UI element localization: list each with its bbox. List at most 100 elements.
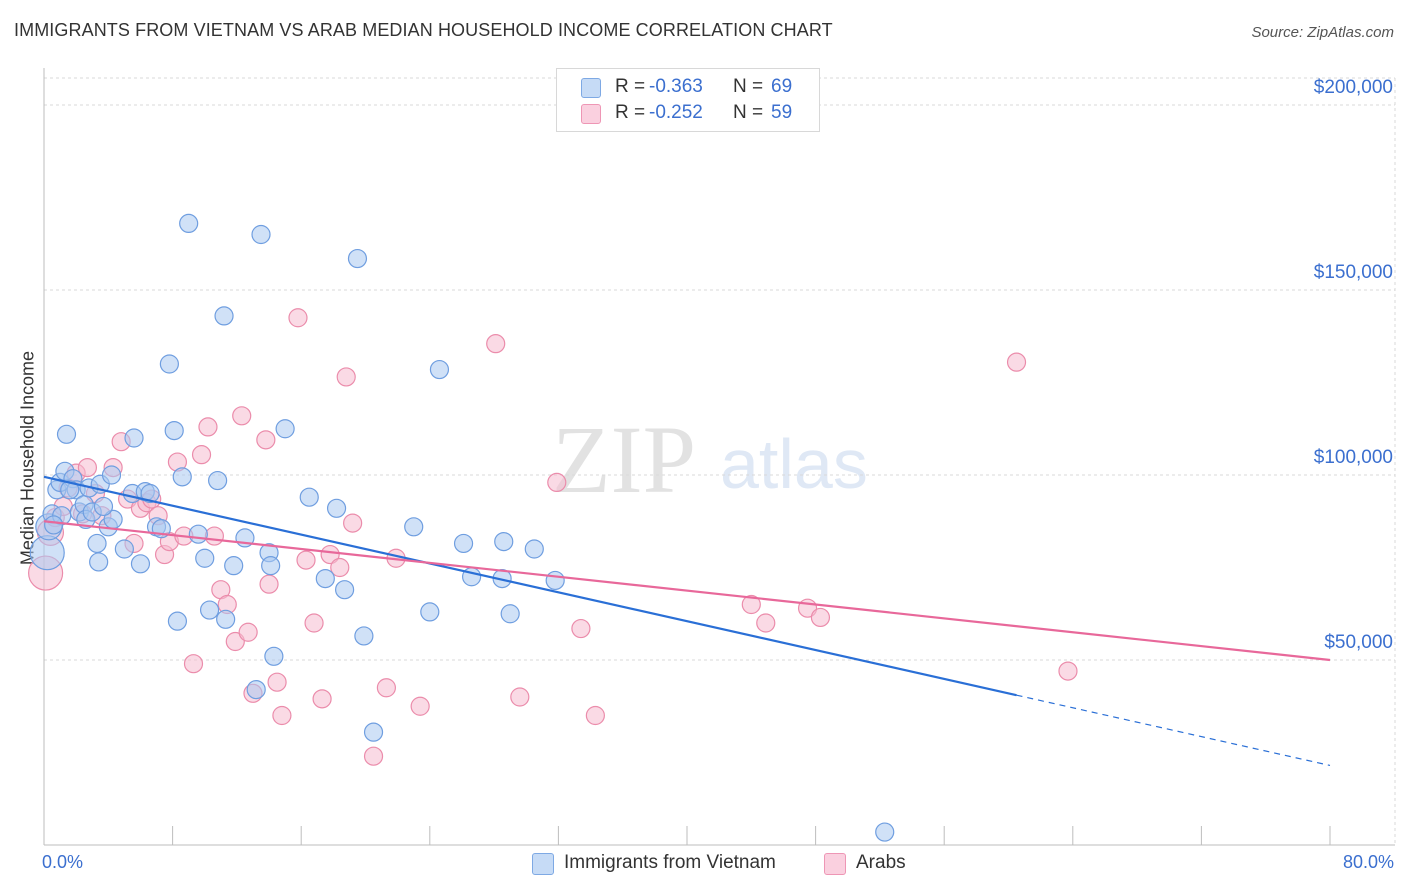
series-label-arabs: Arabs [856, 852, 906, 873]
arabs-point-6 [77, 458, 98, 478]
vietnam-point-61 [500, 604, 520, 624]
vietnam-point-47 [299, 487, 319, 507]
vietnam-point-35 [199, 600, 220, 620]
arabs-point-50 [571, 618, 591, 639]
legend-n-label: N = [733, 102, 764, 123]
vietnam-point-41 [246, 679, 266, 700]
vietnam-point-30 [167, 611, 188, 631]
arabs-point-51 [585, 705, 605, 726]
arabs-point-21 [183, 654, 204, 674]
vietnam-point-21 [114, 539, 134, 559]
vietnam-point-31 [172, 467, 192, 487]
series-label-vietnam: Immigrants from Vietnam [564, 852, 776, 873]
arabs-point-31 [256, 430, 276, 450]
arabs-point-40 [330, 557, 350, 578]
arabs-point-57 [1058, 661, 1078, 681]
vietnam-point-54 [404, 517, 424, 537]
vietnam-point-67 [93, 496, 114, 517]
series-swatch-arabs [824, 853, 846, 875]
vietnam-point-32 [179, 213, 199, 233]
arabs-trend-line [43, 520, 1331, 662]
arabs-point-27 [225, 631, 245, 652]
vietnam-point-63 [545, 570, 565, 591]
arabs-point-35 [288, 308, 308, 328]
vietnam-point-24 [130, 554, 151, 574]
arabs-point-56 [1006, 352, 1027, 372]
y-tick-label-1: $100,000 [1314, 447, 1393, 468]
legend-r-value: -0.252 [649, 102, 703, 123]
arabs-point-41 [336, 367, 356, 387]
vietnam-point-42 [251, 224, 271, 245]
vietnam-points [29, 213, 895, 842]
vietnam-point-45 [264, 646, 284, 666]
vietnam-trend-extension [1016, 694, 1331, 767]
axes [43, 68, 1395, 846]
vietnam-point-16 [89, 552, 109, 572]
y-tick-label-0: $50,000 [1324, 632, 1393, 653]
arabs-point-34 [272, 705, 292, 726]
arabs-point-23 [198, 417, 218, 437]
vietnam-point-34 [195, 548, 215, 568]
vietnam-point-22 [124, 428, 144, 448]
vietnam-point-49 [326, 498, 347, 518]
arabs-point-53 [756, 613, 776, 633]
x-tick-max: 80.0% [1342, 852, 1394, 872]
vietnam-trend-line [43, 475, 1017, 697]
vietnam-point-15 [87, 533, 107, 554]
vietnam-point-60 [494, 531, 514, 552]
arabs-point-49 [547, 472, 567, 492]
legend-r-value: -0.363 [649, 76, 703, 97]
legend-r-label: R = [615, 102, 646, 123]
arabs-point-48 [510, 687, 530, 707]
vietnam-point-37 [214, 306, 234, 326]
arabs-point-33 [267, 672, 287, 692]
vietnam-point-62 [524, 539, 544, 559]
arabs-point-28 [232, 406, 252, 426]
y-tick-label-3: $200,000 [1314, 77, 1393, 98]
vietnam-point-19 [101, 465, 122, 485]
vietnam-point-64 [875, 822, 895, 842]
legend-n-value: 59 [771, 102, 793, 123]
legend-n-label: N = [733, 76, 764, 97]
arabs-point-55 [810, 607, 831, 628]
vietnam-point-53 [363, 722, 384, 742]
arabs-point-44 [376, 678, 396, 698]
vietnam-point-28 [159, 354, 179, 374]
arabs-point-38 [312, 689, 332, 709]
grid-lines [44, 77, 1396, 845]
arabs-point-36 [296, 550, 316, 570]
arabs-point-46 [410, 696, 430, 716]
stats-legend: R = -0.363 N = 69 R = -0.252 N = 59 [556, 68, 820, 132]
vietnam-point-7 [56, 424, 77, 444]
arabs-point-24 [204, 526, 224, 546]
watermark-zip: ZIP [552, 406, 696, 513]
vietnam-point-65 [44, 515, 64, 535]
vietnam-point-46 [275, 419, 295, 439]
arabs-point-32 [259, 574, 279, 594]
arabs-point-37 [304, 613, 324, 633]
legend-swatch-vietnam [581, 78, 601, 98]
vietnam-point-36 [208, 470, 228, 491]
source-label: Source: ZipAtlas.com [1251, 24, 1394, 41]
arabs-point-43 [363, 746, 384, 766]
x-tick-min: 0.0% [42, 852, 84, 872]
trend-lines [43, 475, 1331, 767]
arabs-point-47 [486, 334, 506, 354]
arabs-point-22 [191, 445, 212, 465]
series-swatch-vietnam [532, 853, 554, 875]
vietnam-point-29 [164, 421, 184, 441]
vietnam-point-51 [347, 248, 368, 269]
legend-n-value: 69 [771, 76, 793, 97]
vietnam-point-26 [140, 483, 160, 504]
vietnam-point-52 [354, 626, 374, 646]
legend-r-label: R = [615, 76, 646, 97]
vietnam-point-66 [60, 480, 80, 500]
vietnam-point-44 [261, 556, 281, 576]
arabs-point-52 [741, 594, 761, 615]
y-tick-labels: $50,000 $100,000 $150,000 $200,000 [1314, 77, 1393, 653]
watermark-atlas: atlas [720, 425, 868, 503]
arabs-point-42 [343, 513, 363, 533]
vietnam-point-57 [453, 533, 474, 554]
arabs-point-39 [320, 544, 340, 565]
